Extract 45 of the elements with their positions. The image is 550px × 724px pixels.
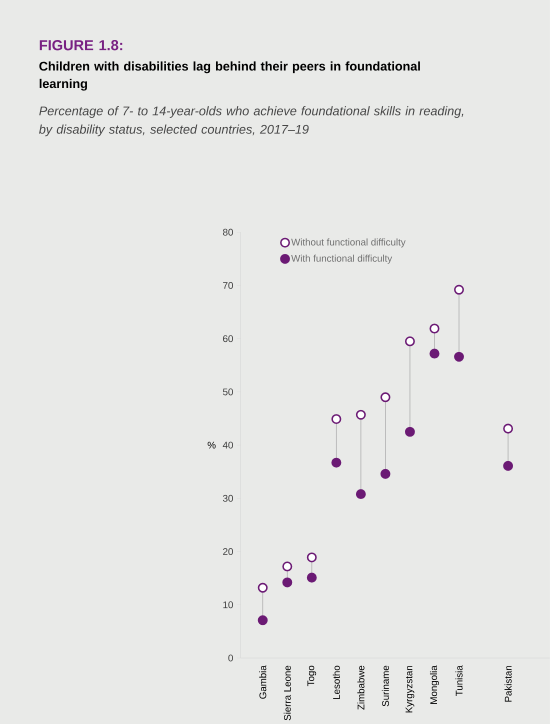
point	[503, 460, 514, 471]
y-tick-label: 20	[223, 548, 233, 555]
point	[430, 324, 440, 334]
y-tick-label: 30	[222, 494, 233, 502]
point	[282, 577, 292, 588]
point	[380, 392, 390, 402]
point	[282, 562, 292, 572]
y-tick-label: 70	[223, 282, 233, 289]
y-tick-label: 50	[222, 388, 233, 396]
y-tick-label: 60	[223, 335, 233, 342]
y-tick-label: 80	[223, 228, 233, 236]
point	[331, 414, 342, 424]
point	[454, 352, 464, 362]
text: Percentage of 7- to 14-year-olds who achieve foundational skills in reading, by disability status, selected countries, 2017–19	[39, 106, 464, 136]
y-axis-title: %	[208, 442, 216, 449]
y-tick-label: 0	[228, 654, 233, 662]
legend-label: With functional difficulty	[291, 254, 392, 264]
point	[356, 410, 366, 420]
x-tick-label: Togo	[307, 666, 316, 686]
point	[306, 552, 317, 562]
point	[405, 336, 415, 346]
point	[454, 284, 464, 295]
legend-label: Without functional difficulty	[291, 238, 406, 248]
x-tick-label: Zimbabwe	[357, 666, 364, 710]
x-tick-label: Mongolia	[430, 665, 440, 704]
y-tick-label: 40	[222, 442, 233, 449]
x-tick-label: Sierra Leone	[284, 666, 291, 720]
x-tick-label: Gambia	[259, 665, 266, 699]
point	[258, 582, 268, 593]
y-tick-label: 10	[223, 601, 233, 608]
x-tick-label: Lesotho	[332, 666, 340, 699]
x-tick-label: Kyrgyzstan	[406, 666, 414, 712]
point	[503, 424, 514, 434]
x-tick-label: Tunisia	[455, 665, 463, 696]
point	[405, 426, 415, 437]
point	[356, 489, 366, 500]
point	[306, 572, 317, 583]
point	[258, 615, 268, 626]
point	[380, 468, 390, 479]
point	[331, 458, 342, 468]
point	[430, 348, 440, 359]
chart-subtitle: Children with disabilities lag behind their peers in foundational learning	[39, 61, 420, 91]
text: FIGURE 1.8:	[40, 40, 122, 50]
x-tick-label: Suriname	[382, 666, 389, 706]
x-tick-label: Pakistan	[504, 666, 512, 702]
